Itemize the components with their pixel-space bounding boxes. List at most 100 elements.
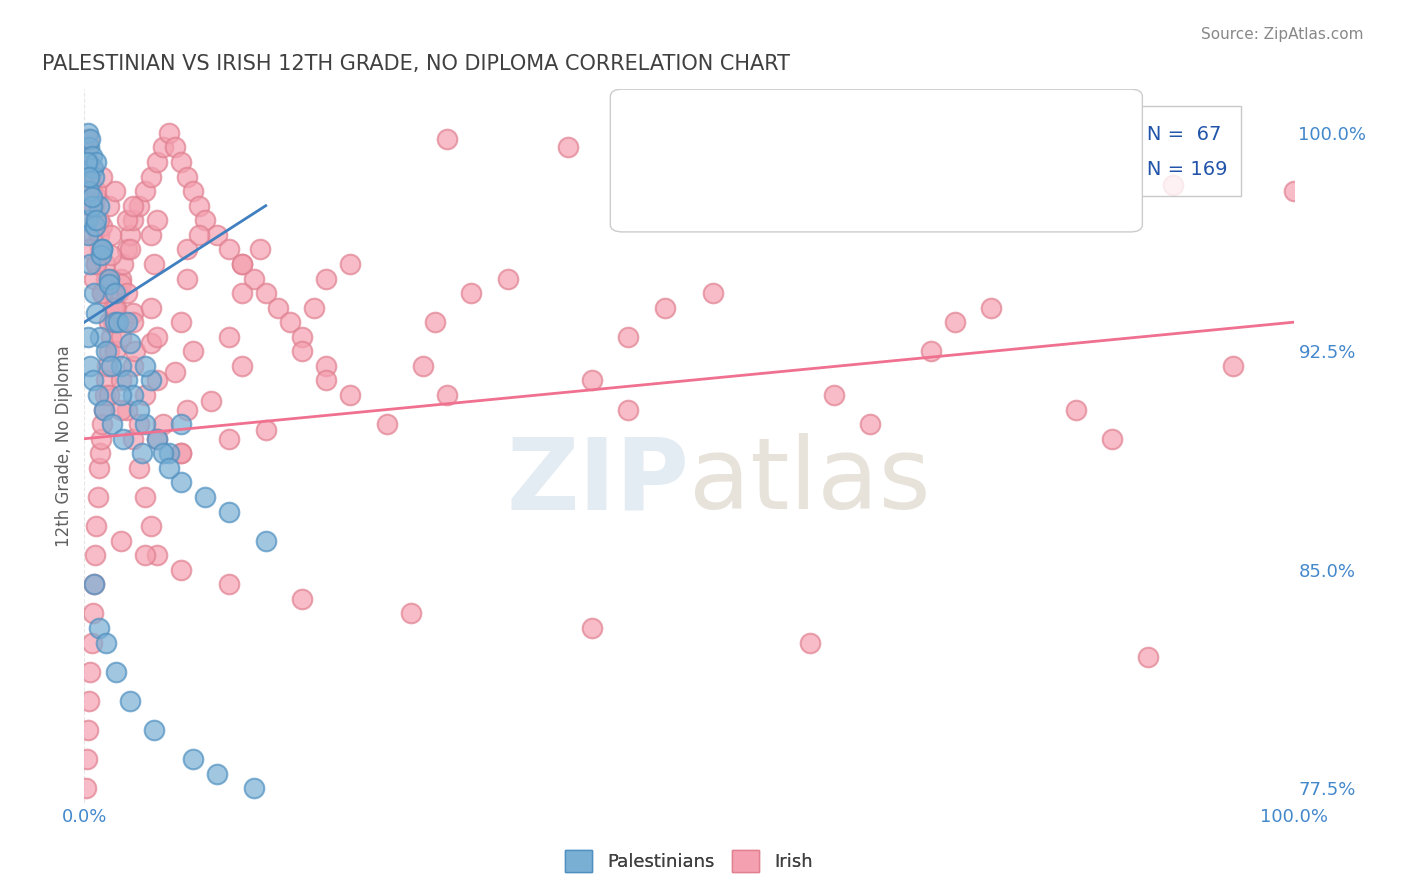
Point <box>165 365 187 379</box>
Point <box>218 504 240 518</box>
Point <box>231 257 253 271</box>
Point <box>1040 169 1063 184</box>
Point <box>94 388 117 402</box>
Point <box>94 374 117 388</box>
Text: atlas: atlas <box>689 434 931 530</box>
Point <box>90 432 112 446</box>
Point <box>943 315 966 329</box>
Point <box>1222 359 1244 373</box>
Point <box>83 169 105 184</box>
Point <box>170 475 193 490</box>
Point <box>188 199 211 213</box>
Point <box>181 344 204 359</box>
Point <box>77 184 100 198</box>
Point <box>200 393 222 408</box>
Point <box>115 402 138 417</box>
Point <box>139 335 162 350</box>
Point <box>170 563 193 577</box>
Point <box>87 213 110 227</box>
Point <box>104 184 127 198</box>
Point <box>315 359 337 373</box>
Point <box>89 330 111 344</box>
Point <box>86 155 108 169</box>
Point <box>77 227 100 242</box>
Point <box>128 402 150 417</box>
Point <box>94 635 117 649</box>
Point <box>124 344 146 359</box>
Point <box>86 519 108 533</box>
Point <box>581 621 603 635</box>
Point <box>121 388 143 402</box>
Point <box>110 374 132 388</box>
Point <box>1137 650 1160 665</box>
Point <box>77 132 100 146</box>
Point <box>131 446 153 460</box>
Point <box>139 169 162 184</box>
Point <box>121 199 143 213</box>
Point <box>83 199 105 213</box>
Point <box>79 169 101 184</box>
Point <box>110 330 132 344</box>
Point <box>100 359 122 373</box>
Point <box>146 374 169 388</box>
Point <box>112 432 135 446</box>
Point <box>920 344 942 359</box>
Point <box>101 417 124 432</box>
Point <box>84 219 107 233</box>
Point <box>90 248 112 262</box>
Point <box>79 199 101 213</box>
Point <box>76 140 98 154</box>
Point <box>1101 432 1123 446</box>
Point <box>423 315 446 329</box>
Point <box>242 271 264 285</box>
Point <box>139 374 162 388</box>
Point <box>218 577 240 591</box>
Point <box>170 446 193 460</box>
Point <box>86 213 108 227</box>
Point <box>110 533 132 548</box>
Point <box>165 140 187 154</box>
Point <box>315 271 337 285</box>
Point <box>617 402 640 417</box>
Point <box>104 301 127 315</box>
Point <box>101 286 124 301</box>
Point <box>86 190 108 204</box>
Point <box>231 257 253 271</box>
Point <box>77 723 100 737</box>
Point <box>170 315 193 329</box>
Point <box>157 460 180 475</box>
Point <box>110 277 132 292</box>
Point <box>291 591 314 606</box>
Point <box>87 199 110 213</box>
Point <box>100 330 122 344</box>
Point <box>120 694 142 708</box>
Point <box>76 213 98 227</box>
Point <box>97 344 120 359</box>
Point <box>146 213 169 227</box>
Point <box>83 577 105 591</box>
Point <box>100 248 122 262</box>
Point <box>121 315 143 329</box>
Point <box>91 169 114 184</box>
Point <box>121 432 143 446</box>
Point <box>97 388 120 402</box>
Point <box>107 286 129 301</box>
Point <box>110 402 132 417</box>
Point <box>86 490 108 504</box>
Point <box>97 271 120 285</box>
Point <box>188 227 211 242</box>
Point <box>339 257 361 271</box>
Point <box>139 227 162 242</box>
Point <box>152 417 174 432</box>
Point <box>143 257 166 271</box>
Point <box>89 243 111 257</box>
Point <box>436 132 458 146</box>
Point <box>77 155 100 169</box>
Point <box>77 330 100 344</box>
Point <box>146 548 169 562</box>
Point <box>80 199 103 213</box>
Point <box>91 286 114 301</box>
Point <box>139 519 162 533</box>
Point <box>115 374 138 388</box>
Text: PALESTINIAN VS IRISH 12TH GRADE, NO DIPLOMA CORRELATION CHART: PALESTINIAN VS IRISH 12TH GRADE, NO DIPL… <box>42 54 790 73</box>
